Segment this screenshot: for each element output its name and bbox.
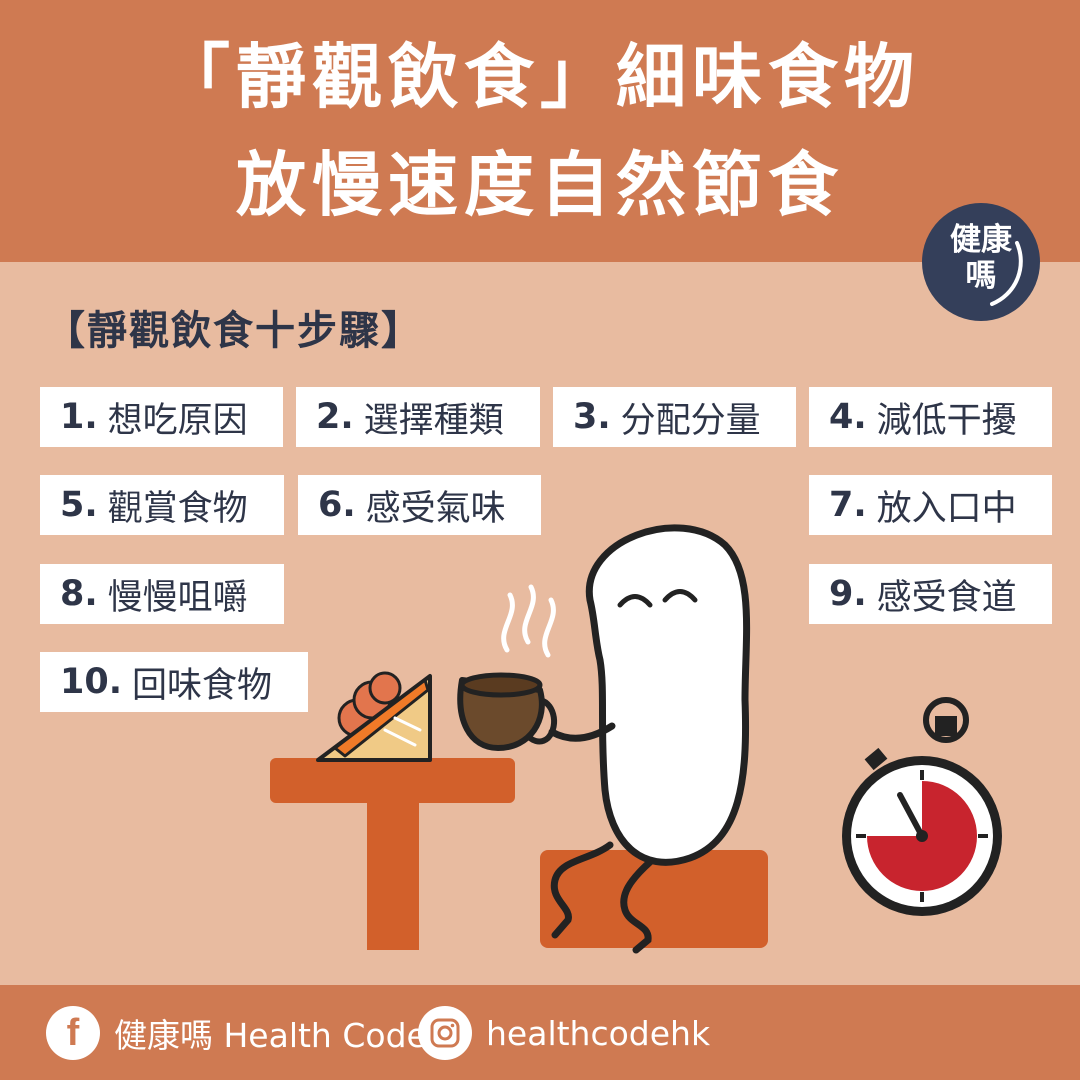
character-body <box>585 524 751 866</box>
facebook-icon: f <box>46 1006 100 1060</box>
step-number: 1. <box>60 397 98 437</box>
table-illustration <box>270 758 515 950</box>
character-arm <box>548 722 616 742</box>
stopwatch-icon <box>842 697 1002 916</box>
step-number: 2. <box>316 397 354 437</box>
title-line-2: 放慢速度自然節食 <box>236 144 844 226</box>
coffee-cup-icon <box>457 672 558 751</box>
step-7: 7. 放入口中 <box>809 475 1052 535</box>
instagram-icon <box>418 1006 472 1060</box>
step-number: 9. <box>829 574 867 614</box>
step-label: 想吃原因 <box>107 400 248 441</box>
character-eyes <box>617 589 698 608</box>
instagram-label: healthcodehk <box>486 1013 711 1053</box>
step-label: 分配分量 <box>620 400 761 441</box>
character-legs <box>550 841 654 954</box>
header-banner <box>0 0 1080 262</box>
step-label: 感受氣味 <box>365 488 506 529</box>
section-heading: 【靜觀飲食十步驟】 <box>45 308 423 354</box>
step-number: 8. <box>60 574 98 614</box>
sandwich-icon <box>316 671 432 762</box>
step-label: 慢慢咀嚼 <box>107 577 248 618</box>
step-label: 放入口中 <box>876 488 1017 529</box>
step-6: 6. 感受氣味 <box>298 475 541 535</box>
brand-badge-line2: 嗎 <box>965 258 997 294</box>
step-number: 5. <box>60 485 98 525</box>
title-line-1: 「靜觀飲食」細味食物 <box>160 36 920 118</box>
badge-ring-icon <box>990 241 1023 306</box>
step-number: 6. <box>318 485 356 525</box>
step-4: 4. 減低干擾 <box>809 387 1052 447</box>
step-label: 感受食道 <box>876 577 1017 618</box>
step-9: 9. 感受食道 <box>809 564 1052 624</box>
footer-bar <box>0 985 1080 1080</box>
steam-icon <box>501 584 556 658</box>
step-1: 1. 想吃原因 <box>40 387 283 447</box>
step-10: 10. 回味食物 <box>40 652 308 712</box>
step-5: 5. 觀賞食物 <box>40 475 284 535</box>
step-label: 觀賞食物 <box>107 488 248 529</box>
step-label: 選擇種類 <box>363 400 504 441</box>
instagram-link[interactable]: healthcodehk <box>418 1006 710 1060</box>
step-2: 2. 選擇種類 <box>296 387 540 447</box>
step-label: 回味食物 <box>132 665 273 706</box>
step-number: 10. <box>60 662 123 702</box>
step-3: 3. 分配分量 <box>553 387 796 447</box>
brand-badge: 健康 嗎 <box>922 203 1040 321</box>
step-number: 7. <box>829 485 867 525</box>
brand-badge-line1: 健康 <box>950 222 1012 258</box>
step-number: 3. <box>573 397 611 437</box>
facebook-link[interactable]: f 健康嗎 Health Code <box>46 1006 427 1060</box>
step-label: 減低干擾 <box>876 400 1017 441</box>
step-8: 8. 慢慢咀嚼 <box>40 564 284 624</box>
facebook-label: 健康嗎 Health Code <box>114 1016 427 1055</box>
illustration-scene <box>270 524 1002 954</box>
stool-illustration <box>540 850 768 948</box>
step-number: 4. <box>829 397 867 437</box>
